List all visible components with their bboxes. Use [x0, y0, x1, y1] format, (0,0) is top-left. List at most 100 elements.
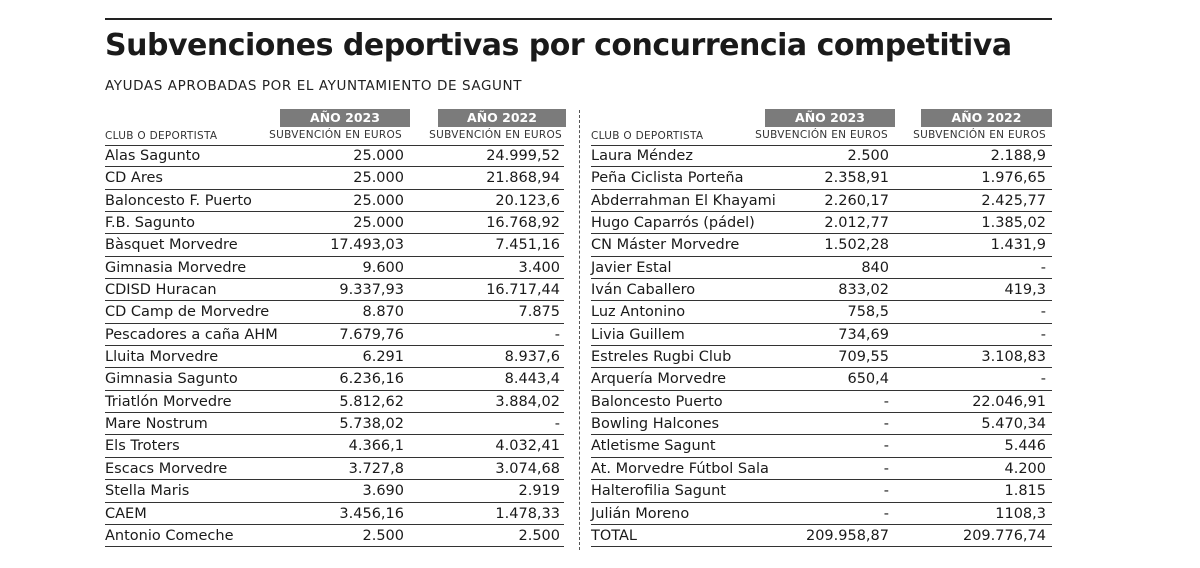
header-rule [105, 145, 564, 146]
value-2022: 21.868,94 [486, 170, 560, 187]
value-2022: 3.108,83 [981, 349, 1046, 366]
sub-2022-header: SUBVENCIÓN EN EUROS [429, 129, 562, 141]
page-subtitle: AYUDAS APROBADAS POR EL AYUNTAMIENTO DE … [105, 78, 523, 94]
value-2023: 9.600 [362, 259, 404, 276]
table-row: Peña Ciclista Porteña 2.358,91 1.976,65 [591, 167, 1052, 190]
value-2022: 20.123,6 [495, 192, 560, 209]
table-row: Lluita Morvedre 6.291 8.937,6 [105, 346, 564, 369]
table-row: Hugo Caparrós (pádel) 2.012,77 1.385,02 [591, 212, 1052, 235]
page-title: Subvenciones deportivas por concurrencia… [105, 28, 1012, 63]
value-2023: 650,4 [847, 371, 889, 388]
table-row: Baloncesto Puerto - 22.046,91 [591, 391, 1052, 414]
sub-2022-header: SUBVENCIÓN EN EUROS [913, 129, 1046, 141]
sub-2023-header: SUBVENCIÓN EN EUROS [269, 129, 402, 141]
club-name: At. Morvedre Fútbol Sala [591, 460, 769, 477]
club-name: Pescadores a caña AHM [105, 326, 278, 343]
table-row: CDISD Huracan 9.337,93 16.717,44 [105, 279, 564, 302]
value-2023: 2.500 [362, 527, 404, 544]
club-name: CAEM [105, 505, 147, 522]
value-2022: 5.470,34 [981, 416, 1046, 433]
club-name: Arquería Morvedre [591, 371, 727, 388]
value-2023: 4.366,1 [348, 438, 404, 455]
club-name: Laura Méndez [591, 148, 693, 164]
value-2022: 1.385,02 [981, 215, 1046, 232]
club-name: Mare Nostrum [105, 416, 208, 433]
value-2023: - [883, 505, 889, 522]
value-2023: 7.679,76 [339, 326, 404, 343]
value-2022: 8.443,4 [504, 371, 560, 388]
value-2022: 5.446 [1004, 438, 1046, 455]
club-name: Livia Guillem [591, 326, 685, 343]
value-2022: 22.046,91 [972, 393, 1046, 410]
sub-2023-header: SUBVENCIÓN EN EUROS [755, 129, 888, 141]
value-2023: 3.456,16 [339, 505, 404, 522]
year-2023-header: AÑO 2023 [765, 109, 895, 127]
value-2022: 7.875 [518, 304, 560, 321]
value-2022: - [1040, 371, 1046, 388]
value-2022: 3.074,68 [495, 460, 560, 477]
club-name: Els Troters [105, 438, 180, 455]
table-row: Baloncesto F. Puerto 25.000 20.123,6 [105, 190, 564, 213]
value-2022: 2.919 [518, 483, 560, 500]
table-row: Halterofilia Sagunt - 1.815 [591, 480, 1052, 503]
club-name: TOTAL [591, 527, 637, 544]
value-2022: - [554, 416, 560, 433]
table-row: Pescadores a caña AHM 7.679,76 - [105, 324, 564, 347]
value-2022: 1.431,9 [990, 237, 1046, 254]
value-2022: 7.451,16 [495, 237, 560, 254]
value-2023: - [883, 438, 889, 455]
table-row: Bàsquet Morvedre 17.493,03 7.451,16 [105, 234, 564, 257]
value-2023: 17.493,03 [330, 237, 404, 254]
value-2022: - [1040, 304, 1046, 321]
value-2022: 1.815 [1004, 483, 1046, 500]
club-name: Abderrahman El Khayami [591, 192, 776, 209]
value-2023: 25.000 [353, 148, 404, 164]
top-rule [105, 18, 1052, 20]
column-divider [579, 110, 580, 550]
value-2022: 209.776,74 [962, 527, 1046, 544]
club-name: Peña Ciclista Porteña [591, 170, 744, 187]
header-rule [591, 145, 1052, 146]
value-2022: 1.478,33 [495, 505, 560, 522]
value-2023: - [883, 393, 889, 410]
value-2023: 5.812,62 [339, 393, 404, 410]
value-2022: 16.717,44 [486, 282, 560, 299]
table-row: Escacs Morvedre 3.727,8 3.074,68 [105, 458, 564, 481]
table-row: CD Ares 25.000 21.868,94 [105, 167, 564, 190]
club-name: Alas Sagunto [105, 148, 201, 164]
table-row: TOTAL 209.958,87 209.776,74 [591, 525, 1052, 548]
table-row: Estreles Rugbi Club 709,55 3.108,83 [591, 346, 1052, 369]
club-name: F.B. Sagunto [105, 215, 196, 232]
value-2022: 1.976,65 [981, 170, 1046, 187]
club-name: Iván Caballero [591, 282, 696, 299]
value-2023: 2.500 [847, 148, 889, 164]
value-2023: 6.291 [362, 349, 404, 366]
value-2022: 2.188,9 [990, 148, 1046, 164]
club-name: Gimnasia Sagunto [105, 371, 238, 388]
table-row: Arquería Morvedre 650,4 - [591, 368, 1052, 391]
club-name: Atletisme Sagunt [591, 438, 716, 455]
club-name: Javier Estal [591, 259, 672, 276]
value-2023: 8.870 [362, 304, 404, 321]
value-2022: 8.937,6 [504, 349, 560, 366]
table-row: Livia Guillem 734,69 - [591, 324, 1052, 347]
club-name: Baloncesto F. Puerto [105, 192, 252, 209]
value-2022: 419,3 [1004, 282, 1046, 299]
value-2023: 2.012,77 [824, 215, 889, 232]
table-row: Bowling Halcones - 5.470,34 [591, 413, 1052, 436]
value-2022: 2.425,77 [981, 192, 1046, 209]
table-row: Alas Sagunto 25.000 24.999,52 [105, 145, 564, 168]
club-name: CD Ares [105, 170, 163, 187]
table-row: Triatlón Morvedre 5.812,62 3.884,02 [105, 391, 564, 414]
table-row: Atletisme Sagunt - 5.446 [591, 435, 1052, 458]
table-row: Javier Estal 840 - [591, 257, 1052, 280]
value-2023: 5.738,02 [339, 416, 404, 433]
value-2023: 1.502,28 [824, 237, 889, 254]
value-2022: - [1040, 259, 1046, 276]
value-2023: 25.000 [353, 192, 404, 209]
table-row: CD Camp de Morvedre 8.870 7.875 [105, 301, 564, 324]
table-row: CN Máster Morvedre 1.502,28 1.431,9 [591, 234, 1052, 257]
value-2023: 9.337,93 [339, 282, 404, 299]
right-rows: Laura Méndez 2.500 2.188,9 Peña Ciclista Po… [591, 145, 1052, 548]
club-name: Baloncesto Puerto [591, 393, 723, 410]
